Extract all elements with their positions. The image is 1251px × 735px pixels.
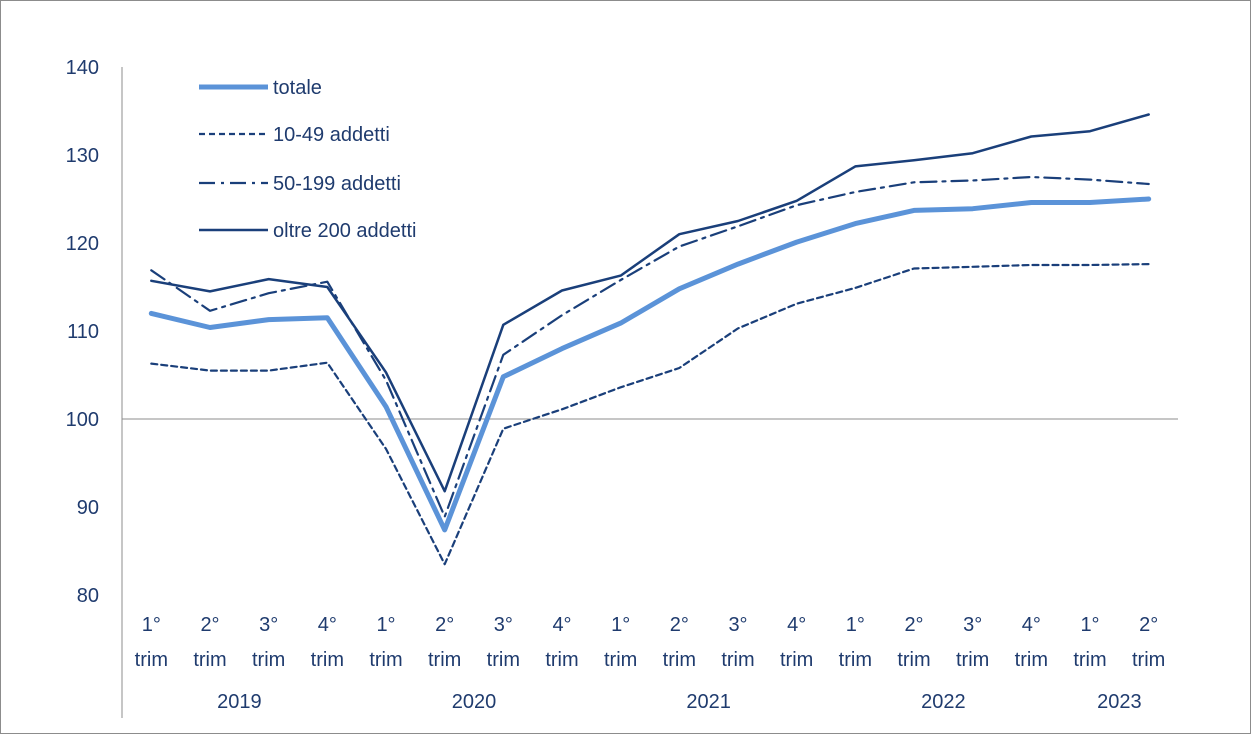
x-tick-quarter: 4° [787, 614, 806, 636]
x-group-year: 2020 [452, 691, 497, 713]
y-tick-label: 140 [66, 57, 99, 79]
series-line-totale [148, 196, 1152, 533]
legend-label: 10-49 addetti [273, 124, 390, 146]
x-tick-unit: trim [545, 649, 578, 671]
x-tick-unit: trim [487, 649, 520, 671]
x-tick-quarter: 1° [846, 614, 865, 636]
series-line-50-199 [150, 175, 1150, 518]
x-tick-quarter: 2° [670, 614, 689, 636]
x-group-year: 2019 [217, 691, 262, 713]
x-tick-quarter: 3° [494, 614, 513, 636]
x-group-year: 2022 [921, 691, 966, 713]
series-line-10-49 [150, 263, 1150, 566]
y-tick-label: 80 [77, 585, 99, 607]
x-tick-unit: trim [252, 649, 285, 671]
y-tick-label: 90 [77, 497, 99, 519]
x-tick-unit: trim [193, 649, 226, 671]
legend: totale 10-49 addetti 50-199 addetti oltre 2… [199, 77, 416, 242]
y-tick-label: 110 [67, 321, 99, 343]
x-tick-quarter: 3° [728, 614, 747, 636]
x-tick-unit: trim [1015, 649, 1048, 671]
x-group-year: 2023 [1097, 691, 1142, 713]
x-tick-unit: trim [780, 649, 813, 671]
x-tick-unit: trim [956, 649, 989, 671]
x-tick-unit: trim [897, 649, 930, 671]
x-tick-unit: trim [311, 649, 344, 671]
legend-label: totale [273, 77, 322, 99]
series-line-oltre-200 [150, 113, 1150, 493]
y-tick-label: 120 [66, 233, 99, 255]
y-tick-label: 130 [66, 145, 99, 167]
x-tick-quarter: 2° [1139, 614, 1158, 636]
x-tick-quarter: 1° [1080, 614, 1099, 636]
x-tick-unit: trim [663, 649, 696, 671]
x-group-year: 2021 [686, 691, 731, 713]
x-tick-unit: trim [369, 649, 402, 671]
legend-label: oltre 200 addetti [273, 220, 416, 242]
x-tick-quarter: 2° [904, 614, 923, 636]
x-tick-unit: trim [428, 649, 461, 671]
x-tick-quarter: 1° [142, 614, 161, 636]
x-tick-quarter: 4° [318, 614, 337, 636]
x-tick-unit: trim [1073, 649, 1106, 671]
x-tick-unit: trim [721, 649, 754, 671]
x-tick-quarter: 2° [435, 614, 454, 636]
x-tick-unit: trim [839, 649, 872, 671]
x-tick-quarter: 1° [376, 614, 395, 636]
x-tick-quarter: 4° [1022, 614, 1041, 636]
x-tick-unit: trim [135, 649, 168, 671]
y-tick-label: 100 [66, 409, 99, 431]
series-layer [148, 113, 1152, 566]
x-tick-unit: trim [604, 649, 637, 671]
x-tick-quarter: 2° [200, 614, 219, 636]
x-tick-quarter: 1° [611, 614, 630, 636]
x-tick-quarter: 4° [552, 614, 571, 636]
x-tick-unit: trim [1132, 649, 1165, 671]
x-tick-quarter: 3° [259, 614, 278, 636]
axes: 80 90 100 110 120 130 140 1° trim 2° trim 3° trim 4° t… [66, 57, 1178, 718]
legend-label: 50-199 addetti [273, 173, 401, 195]
x-tick-quarter: 3° [963, 614, 982, 636]
